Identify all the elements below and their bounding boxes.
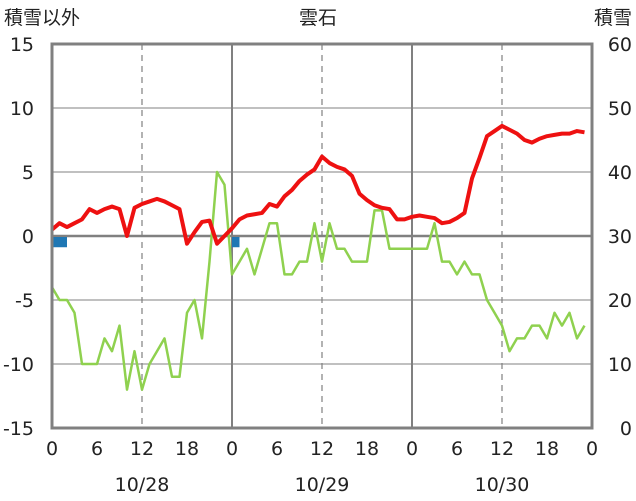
- grid-lines: [52, 44, 592, 428]
- x-hour-label: 0: [586, 438, 598, 460]
- x-hour-label: 6: [91, 438, 103, 460]
- right-axis-label: 積雪: [594, 7, 632, 29]
- left-ytick-label: -5: [15, 290, 34, 312]
- x-hour-label: 18: [535, 438, 559, 460]
- right-ytick-label: 30: [608, 226, 632, 248]
- x-hour-label: 12: [310, 438, 334, 460]
- blue-bar: [59, 237, 67, 248]
- chart-title: 雲石: [299, 7, 337, 29]
- green-series-line: [50, 170, 586, 391]
- x-hour-label: 12: [130, 438, 154, 460]
- left-ytick-label: 10: [10, 98, 34, 120]
- left-axis-label: 積雪以外: [4, 7, 80, 29]
- right-ytick-label: 0: [620, 418, 632, 440]
- x-hour-label: 12: [490, 438, 514, 460]
- x-hour-label: 0: [226, 438, 238, 460]
- blue-bar: [52, 237, 60, 248]
- x-hour-label: 0: [406, 438, 418, 460]
- x-date-label: 10/29: [295, 474, 350, 496]
- left-ytick-label: -15: [3, 418, 34, 440]
- left-ytick-label: 5: [22, 162, 34, 184]
- temperature-line: [50, 123, 585, 246]
- x-hour-label: 6: [271, 438, 283, 460]
- left-ytick-label: 15: [10, 34, 34, 56]
- right-ytick-label: 20: [608, 290, 632, 312]
- x-hour-label: 6: [451, 438, 463, 460]
- x-hour-label: 18: [175, 438, 199, 460]
- blue-bar: [232, 237, 240, 248]
- x-hour-label: 18: [355, 438, 379, 460]
- x-date-label: 10/28: [115, 474, 170, 496]
- right-ytick-label: 60: [608, 34, 632, 56]
- right-ytick-label: 10: [608, 354, 632, 376]
- right-ytick-label: 40: [608, 162, 632, 184]
- x-date-label: 10/30: [475, 474, 530, 496]
- x-hour-label: 0: [46, 438, 58, 460]
- right-ytick-label: 50: [608, 98, 632, 120]
- left-ytick-label: -10: [3, 354, 34, 376]
- plot-frame: [50, 42, 594, 430]
- left-ytick-label: 0: [22, 226, 34, 248]
